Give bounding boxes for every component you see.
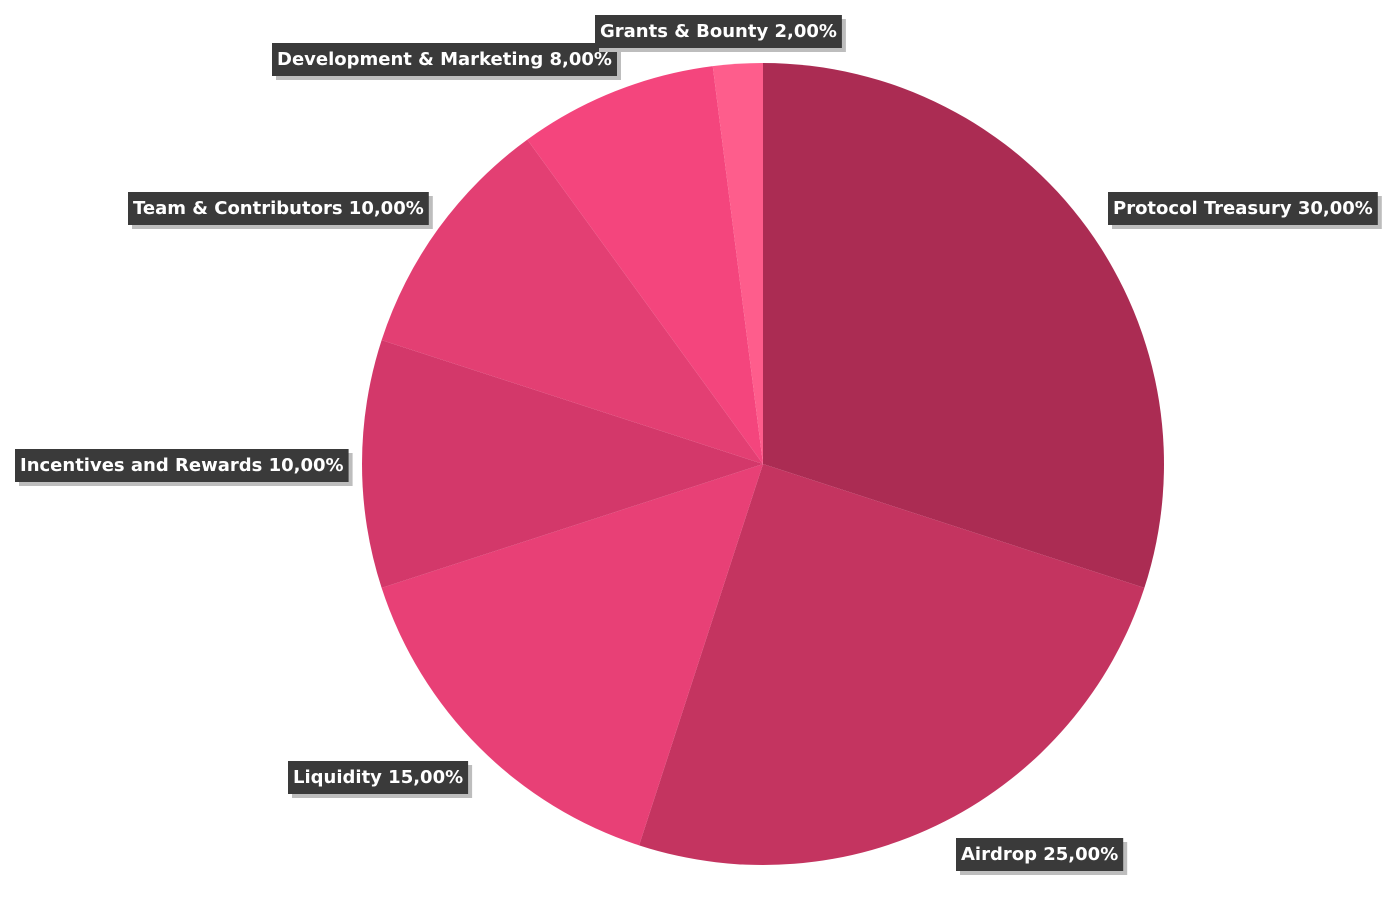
label-incentives-and-rewards: Incentives and Rewards 10,00%	[15, 449, 353, 486]
label-box-airdrop	[956, 838, 1124, 871]
pie-slices	[362, 63, 1164, 865]
slice-incentives-and-rewards	[362, 340, 763, 588]
label-box-team-and-contributors	[128, 192, 429, 225]
label-box-development-and-marketing	[272, 43, 617, 76]
label-text-protocol-treasury: Protocol Treasury 30,00%	[1113, 198, 1373, 219]
label-text-liquidity: Liquidity 15,00%	[293, 767, 463, 788]
label-box-incentives-and-rewards	[15, 449, 349, 482]
label-protocol-treasury: Protocol Treasury 30,00%	[1108, 192, 1382, 229]
label-development-and-marketing: Development & Marketing 8,00%	[272, 43, 621, 80]
slice-development-and-marketing	[527, 66, 763, 464]
label-text-grants-and-bounty: Grants & Bounty 2,00%	[600, 21, 837, 42]
label-airdrop: Airdrop 25,00%	[956, 838, 1128, 875]
label-grants-and-bounty: Grants & Bounty 2,00%	[595, 15, 846, 52]
slice-protocol-treasury	[763, 63, 1164, 588]
slice-airdrop	[639, 464, 1145, 865]
pie-labels: Protocol Treasury 30,00% Airdrop 25,00% Li…	[15, 15, 1382, 875]
label-text-development-and-marketing: Development & Marketing 8,00%	[277, 49, 612, 70]
slice-grants-and-bounty	[712, 63, 763, 464]
label-box-grants-and-bounty	[595, 15, 842, 48]
label-box-liquidity	[288, 761, 469, 794]
slice-liquidity	[381, 464, 763, 846]
label-text-incentives-and-rewards: Incentives and Rewards 10,00%	[20, 455, 344, 476]
label-text-airdrop: Airdrop 25,00%	[961, 844, 1118, 865]
slice-team-and-contributors	[381, 139, 763, 464]
label-box-protocol-treasury	[1108, 192, 1378, 225]
label-liquidity: Liquidity 15,00%	[288, 761, 473, 798]
label-team-and-contributors: Team & Contributors 10,00%	[128, 192, 433, 229]
label-text-team-and-contributors: Team & Contributors 10,00%	[133, 198, 424, 219]
